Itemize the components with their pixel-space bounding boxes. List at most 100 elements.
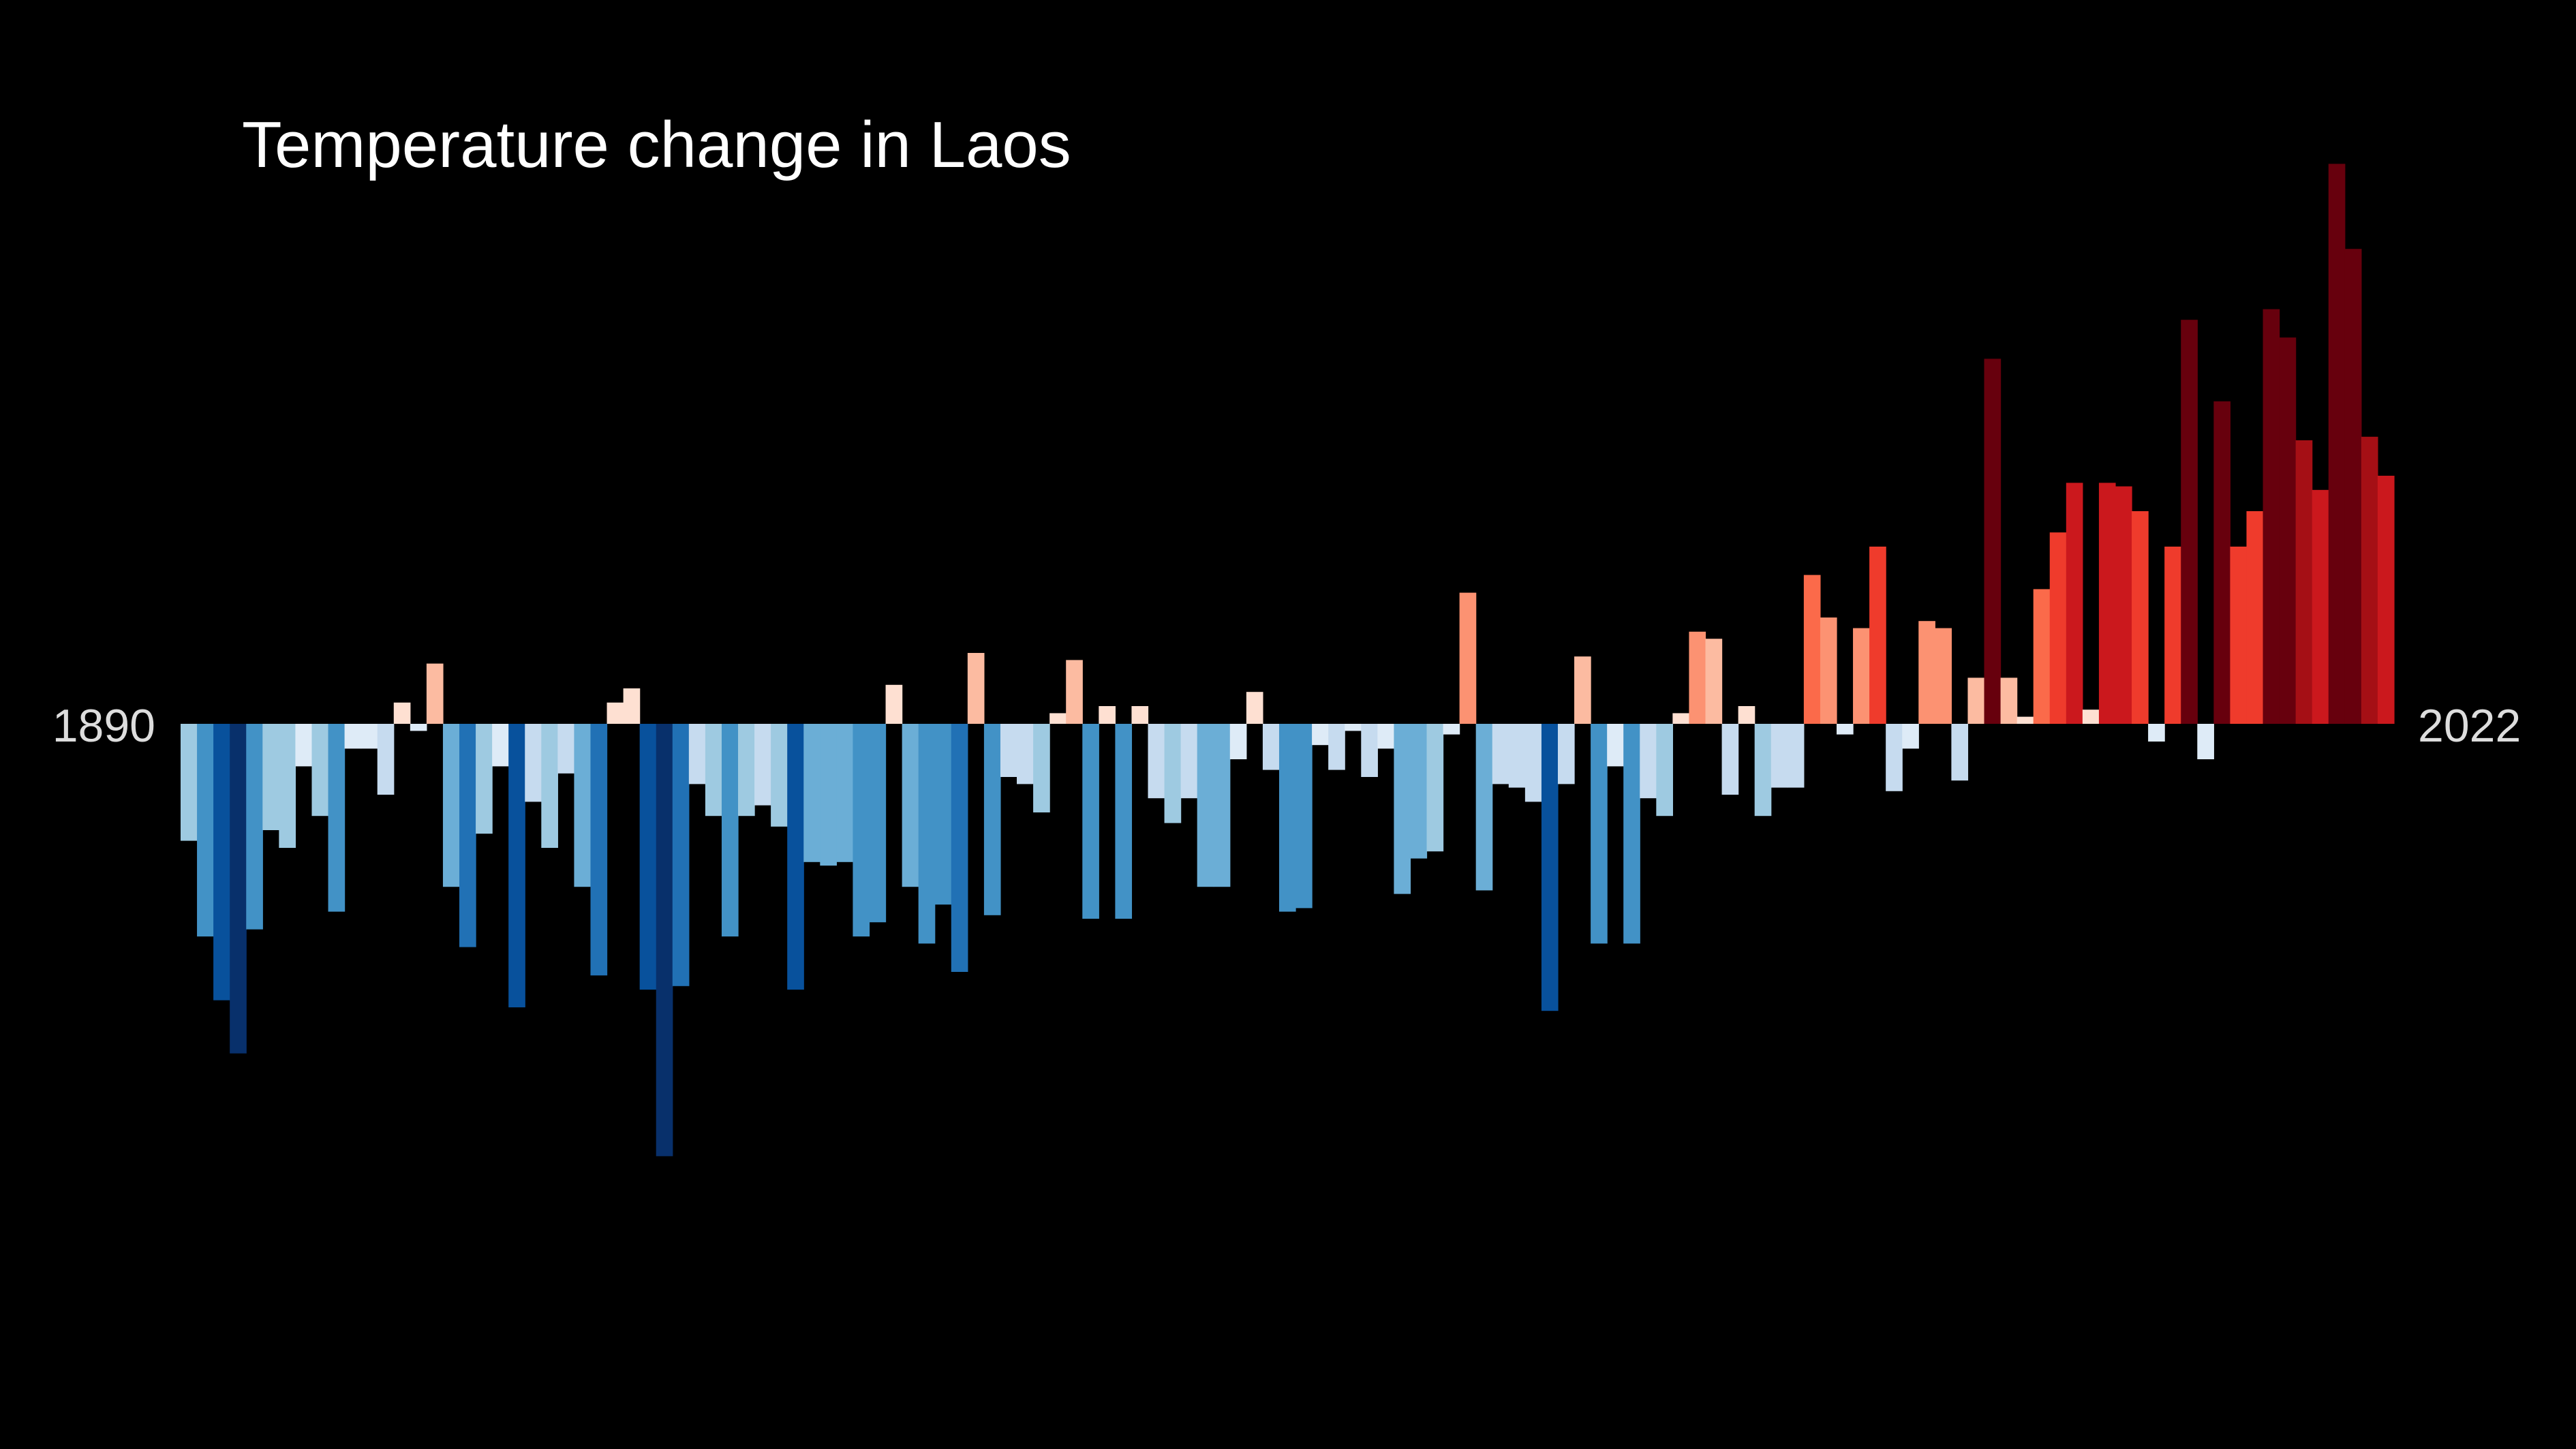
bar-1973 <box>1541 724 1559 1011</box>
bar-1923 <box>721 724 739 936</box>
bar-1940 <box>1000 724 1017 777</box>
bar-1957 <box>1278 724 1296 912</box>
bar-1945 <box>1082 724 1099 919</box>
bar-2004 <box>2049 532 2067 724</box>
bar-2002 <box>2017 716 2034 724</box>
bar-1956 <box>1262 724 1280 770</box>
bar-1921 <box>688 724 706 784</box>
bar-2021 <box>2328 164 2346 724</box>
bar-1890 <box>181 724 198 841</box>
bar-1924 <box>738 724 755 817</box>
bar-2015 <box>2230 547 2248 724</box>
bar-1969 <box>1475 724 1493 891</box>
bar-1913 <box>557 724 575 774</box>
bar-1978 <box>1623 724 1640 944</box>
bar-1896 <box>279 724 296 848</box>
bar-1988 <box>1787 724 1805 788</box>
bar-1958 <box>1295 724 1313 909</box>
bar-1965 <box>1410 724 1428 859</box>
bar-1968 <box>1459 592 1477 724</box>
bar-1984 <box>1721 724 1739 795</box>
bar-1919 <box>656 724 673 1157</box>
bar-1990 <box>1820 617 1837 724</box>
bar-2003 <box>2033 589 2051 724</box>
bar-1942 <box>1033 724 1050 812</box>
bar-2020 <box>2312 489 2329 724</box>
bar-1936 <box>934 724 952 905</box>
bar-1895 <box>262 724 279 830</box>
bar-1928 <box>803 724 821 862</box>
bar-1996 <box>1918 621 1935 724</box>
bar-1954 <box>1229 724 1247 759</box>
bar-1904 <box>410 724 427 731</box>
bar-1998 <box>1951 724 1969 781</box>
bar-1937 <box>951 724 968 972</box>
bar-1993 <box>1869 547 1886 724</box>
bar-1971 <box>1508 724 1526 788</box>
bar-2001 <box>2000 677 2018 724</box>
bar-1912 <box>541 724 558 848</box>
bar-1955 <box>1246 692 1263 724</box>
bar-2012 <box>2181 320 2198 724</box>
bar-2019 <box>2295 440 2313 724</box>
bar-2013 <box>2197 724 2214 759</box>
bar-2016 <box>2246 511 2264 724</box>
bar-1989 <box>1803 575 1821 724</box>
end-year-label: 2022 <box>2418 700 2521 752</box>
bar-1949 <box>1148 724 1165 799</box>
bar-2022 <box>2344 249 2362 724</box>
chart-title: Temperature change in Laos <box>242 108 1071 181</box>
bar-1970 <box>1492 724 1509 784</box>
bar-2007 <box>2098 483 2116 724</box>
bar-1987 <box>1770 724 1788 788</box>
bar-1959 <box>1312 724 1329 746</box>
bar-1951 <box>1180 724 1198 799</box>
bar-1908 <box>476 724 493 834</box>
bar-1999 <box>1967 677 1985 724</box>
bar-1977 <box>1607 724 1624 767</box>
bar-1899 <box>328 724 346 912</box>
bar-1995 <box>1902 724 1919 749</box>
bar-1927 <box>787 724 804 990</box>
bar-1985 <box>1738 706 1755 724</box>
bar-1926 <box>771 724 788 827</box>
bar-1915 <box>590 724 608 976</box>
bar-2000 <box>1984 359 2002 724</box>
bar-1976 <box>1591 724 1608 944</box>
bar-1967 <box>1443 724 1460 735</box>
bar-1947 <box>1115 724 1133 919</box>
bar-1909 <box>492 724 509 767</box>
bar-1914 <box>574 724 592 887</box>
bar-1975 <box>1574 656 1591 724</box>
bar-1894 <box>246 724 263 930</box>
bar-2010 <box>2148 724 2165 742</box>
bar-1891 <box>197 724 214 936</box>
bar-1980 <box>1656 724 1673 817</box>
bar-1918 <box>639 724 657 990</box>
bar-1986 <box>1754 724 1772 817</box>
bar-2017 <box>2263 309 2280 724</box>
bar-2009 <box>2132 511 2149 724</box>
bar-1992 <box>1853 628 1870 724</box>
bar-1929 <box>820 724 837 866</box>
bar-1931 <box>853 724 870 936</box>
bar-1994 <box>1886 724 1903 791</box>
bar-2005 <box>2066 483 2083 724</box>
bar-1966 <box>1426 724 1444 852</box>
bar-1950 <box>1164 724 1182 823</box>
bar-1916 <box>607 702 624 724</box>
bar-1920 <box>672 724 690 986</box>
bar-1939 <box>983 724 1001 915</box>
bar-1934 <box>902 724 919 887</box>
bar-2006 <box>2082 710 2100 724</box>
bar-1944 <box>1066 660 1083 724</box>
bar-1941 <box>1017 724 1034 784</box>
bar-1925 <box>754 724 771 806</box>
bar-1902 <box>377 724 395 795</box>
bar-1917 <box>623 688 641 724</box>
bar-1972 <box>1524 724 1542 802</box>
bar-1898 <box>311 724 329 817</box>
bar-1922 <box>705 724 722 817</box>
